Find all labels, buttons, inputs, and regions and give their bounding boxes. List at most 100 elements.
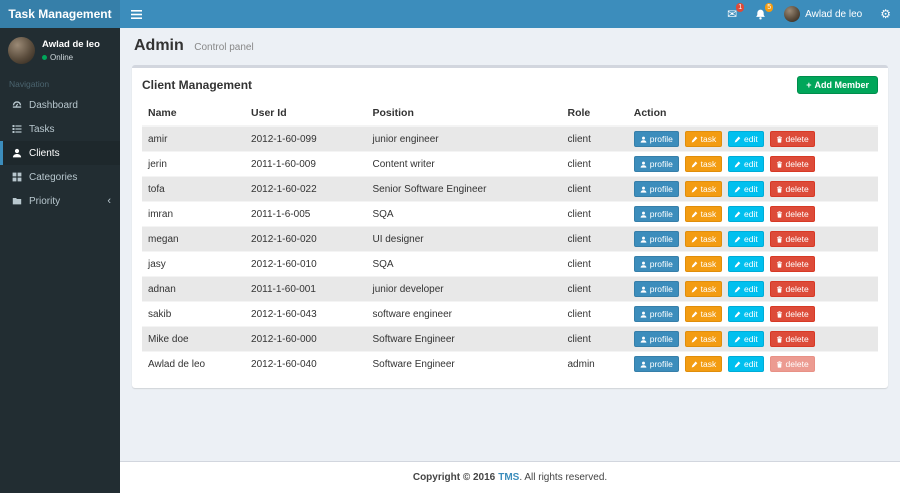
- cell-actions: profile task edit delete: [627, 176, 878, 202]
- table-row: Awlad de leo 2012-1-60-040 Software Engi…: [142, 351, 878, 376]
- cell-user-id: 2012-1-60-040: [245, 351, 367, 376]
- sidebar: Awlad de leo Online Navigation Dashboard…: [0, 28, 120, 493]
- profile-button[interactable]: profile: [633, 231, 679, 247]
- messages-menu[interactable]: ✉ 1: [718, 0, 746, 28]
- edit-button[interactable]: edit: [728, 131, 764, 147]
- sidebar-item-priority[interactable]: Priority ‹: [0, 189, 120, 213]
- cell-role: client: [561, 226, 628, 252]
- bell-icon: [756, 9, 766, 20]
- profile-button[interactable]: profile: [633, 356, 679, 372]
- sidebar-nav-header: Navigation: [9, 79, 50, 89]
- person-icon: [640, 311, 647, 318]
- task-button[interactable]: task: [684, 281, 723, 297]
- pencil-icon: [734, 311, 741, 317]
- task-button[interactable]: task: [684, 131, 723, 147]
- profile-button[interactable]: profile: [633, 131, 679, 147]
- pencil-square-icon: [691, 336, 697, 342]
- page-title: Admin: [134, 37, 184, 54]
- delete-button[interactable]: delete: [769, 131, 815, 147]
- task-button[interactable]: task: [684, 331, 723, 347]
- cell-user-id: 2012-1-60-020: [245, 226, 367, 252]
- edit-button[interactable]: edit: [728, 281, 764, 297]
- task-button[interactable]: task: [684, 356, 723, 372]
- edit-button[interactable]: edit: [728, 356, 764, 372]
- navbar-right: ✉ 1 5 Awlad de leo ⚙: [718, 0, 900, 28]
- header-role: Role: [561, 101, 628, 127]
- cell-role: admin: [561, 351, 628, 376]
- task-button[interactable]: task: [684, 181, 723, 197]
- person-icon: [640, 261, 647, 268]
- edit-button[interactable]: edit: [728, 256, 764, 272]
- add-member-label: Add Member: [814, 80, 869, 90]
- header-name: Name: [142, 101, 246, 127]
- content: Admin Control panel Client Management + …: [120, 28, 900, 461]
- task-button[interactable]: task: [684, 206, 723, 222]
- cell-actions: profile task edit delete: [627, 276, 878, 302]
- trash-icon: [776, 310, 782, 318]
- cell-name: imran: [142, 201, 246, 227]
- trash-icon: [776, 210, 782, 218]
- sidebar-item-dashboard[interactable]: Dashboard: [0, 93, 120, 117]
- edit-button[interactable]: edit: [728, 306, 764, 322]
- pencil-icon: [734, 336, 741, 342]
- table-row: jerin 2011-1-60-009 Content writer clien…: [142, 151, 878, 177]
- brand-logo[interactable]: Task Management: [0, 0, 120, 28]
- task-button[interactable]: task: [684, 256, 723, 272]
- pencil-square-icon: [691, 261, 697, 267]
- trash-icon: [776, 360, 782, 368]
- profile-button[interactable]: profile: [633, 306, 679, 322]
- edit-button[interactable]: edit: [728, 331, 764, 347]
- delete-button[interactable]: delete: [769, 331, 815, 347]
- profile-button[interactable]: profile: [633, 206, 679, 222]
- profile-button[interactable]: profile: [633, 256, 679, 272]
- user-menu[interactable]: Awlad de leo: [775, 6, 871, 22]
- profile-button[interactable]: profile: [633, 331, 679, 347]
- delete-button[interactable]: delete: [769, 306, 815, 322]
- profile-button[interactable]: profile: [633, 181, 679, 197]
- table-row: amir 2012-1-60-099 junior engineer clien…: [142, 125, 878, 152]
- delete-button[interactable]: delete: [769, 256, 815, 272]
- footer-brand-link[interactable]: TMS: [498, 472, 520, 483]
- table-row: adnan 2011-1-60-001 junior developer cli…: [142, 276, 878, 302]
- add-member-button[interactable]: + Add Member: [797, 76, 878, 94]
- cell-position: Content writer: [366, 151, 562, 177]
- sidebar-item-categories[interactable]: Categories: [0, 165, 120, 189]
- plus-icon: +: [806, 80, 812, 90]
- trash-icon: [776, 285, 782, 293]
- edit-button[interactable]: edit: [728, 231, 764, 247]
- delete-button[interactable]: delete: [769, 356, 815, 372]
- edit-button[interactable]: edit: [728, 181, 764, 197]
- trash-icon: [776, 135, 782, 143]
- delete-button[interactable]: delete: [769, 231, 815, 247]
- task-button[interactable]: task: [684, 156, 723, 172]
- settings-menu[interactable]: ⚙: [871, 0, 900, 28]
- notifications-menu[interactable]: 5: [746, 0, 775, 28]
- profile-button[interactable]: profile: [633, 156, 679, 172]
- header-action: Action: [627, 101, 878, 127]
- cell-position: Software Engineer: [366, 351, 562, 376]
- task-button[interactable]: task: [684, 231, 723, 247]
- pencil-icon: [734, 136, 741, 142]
- table-row: imran 2011-1-6-005 SQA client profile ta…: [142, 201, 878, 227]
- sidebar-item-tasks[interactable]: Tasks: [0, 117, 120, 141]
- cell-role: client: [561, 151, 628, 177]
- delete-button[interactable]: delete: [769, 281, 815, 297]
- edit-button[interactable]: edit: [728, 156, 764, 172]
- hamburger-icon: [130, 9, 142, 19]
- envelope-icon: ✉: [727, 7, 738, 21]
- sidebar-toggle-button[interactable]: [120, 0, 152, 28]
- delete-button[interactable]: delete: [769, 206, 815, 222]
- profile-button[interactable]: profile: [633, 281, 679, 297]
- delete-button[interactable]: delete: [769, 181, 815, 197]
- box-header: Client Management + Add Member: [132, 68, 888, 101]
- pencil-icon: [734, 261, 741, 267]
- task-button[interactable]: task: [684, 306, 723, 322]
- cell-position: software engineer: [366, 301, 562, 327]
- cell-actions: profile task edit delete: [627, 251, 878, 277]
- delete-button[interactable]: delete: [769, 156, 815, 172]
- cell-name: jasy: [142, 251, 246, 277]
- sidebar-user-status[interactable]: Online: [42, 53, 100, 62]
- cell-actions: profile task edit delete: [627, 125, 878, 152]
- sidebar-item-clients[interactable]: Clients: [0, 141, 120, 165]
- edit-button[interactable]: edit: [728, 206, 764, 222]
